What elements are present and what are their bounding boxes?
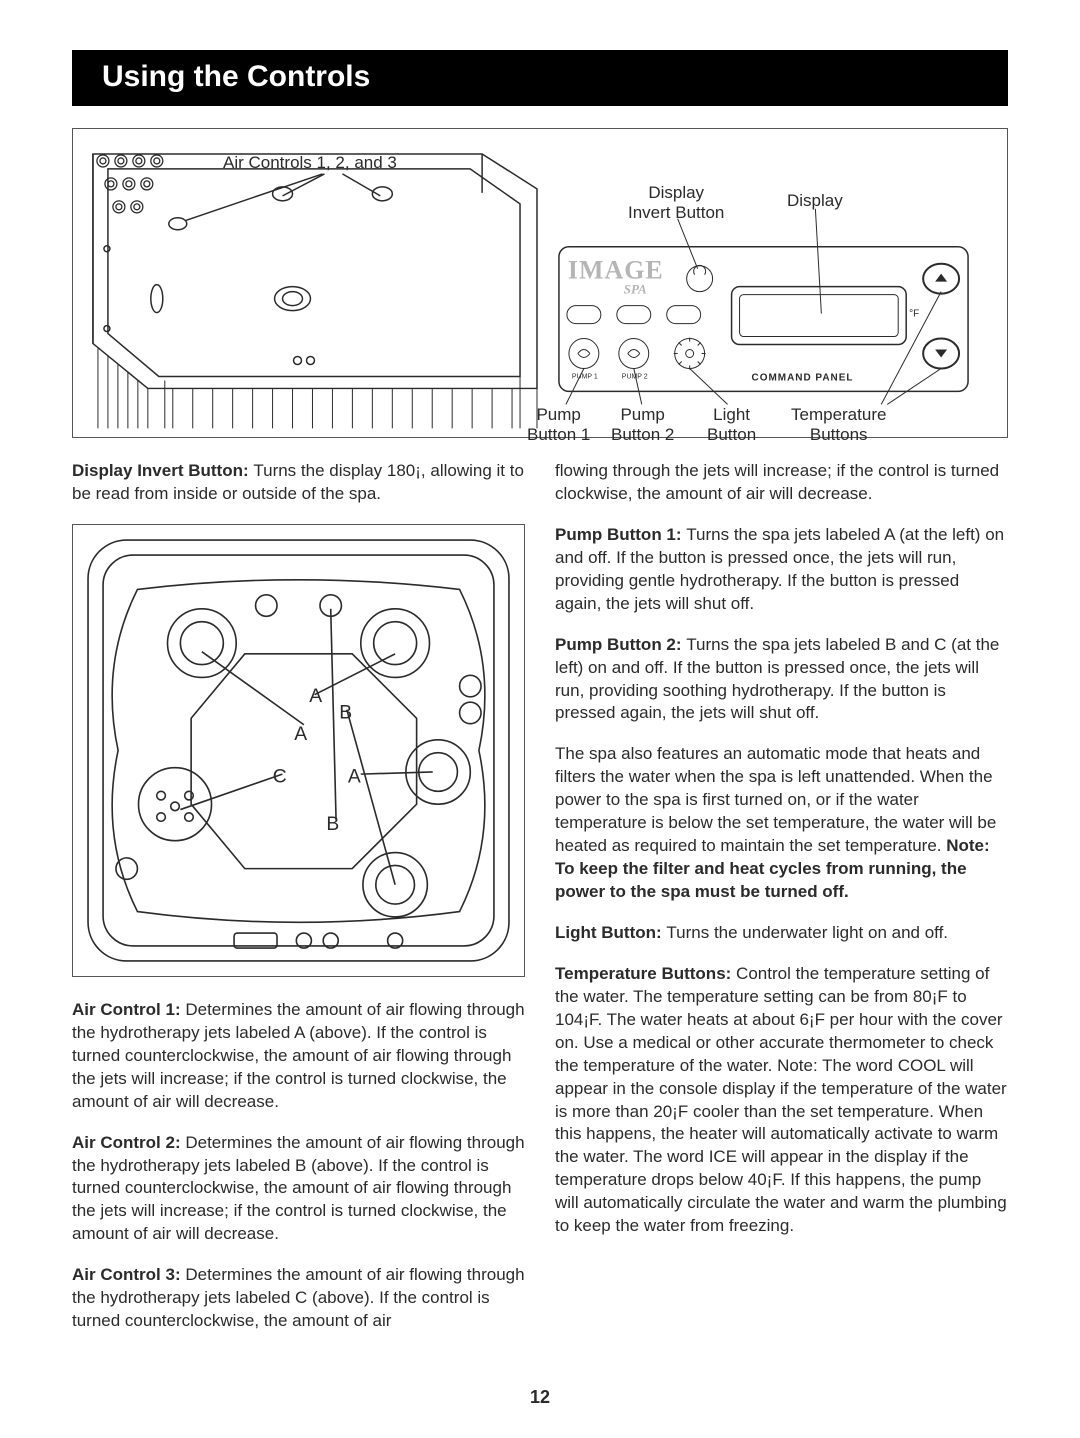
text-auto: The spa also features an automatic mode … [555,744,996,855]
jet-letter: A [348,767,361,788]
strong-pump2: Pump Button 2: [555,635,686,654]
strong-air1: Air Control 1: [72,1000,185,1019]
strong-display-invert: Display Invert Button: [72,461,253,480]
top-diagram: IMAGE SPA [72,128,1008,438]
svg-text:°F: °F [909,309,919,320]
para-cont: flowing through the jets will increase; … [555,460,1008,506]
label-display: Display [787,191,843,211]
para-auto: The spa also features an automatic mode … [555,743,1008,904]
label-air-controls: Air Controls 1, 2, and 3 [223,153,397,173]
text-temp: Control the temperature setting of the w… [555,964,1007,1235]
strong-air2: Air Control 2: [72,1133,185,1152]
jet-letter: C [273,767,287,788]
para-air3: Air Control 3: Determines the amount of … [72,1264,525,1333]
strong-air3: Air Control 3: [72,1265,185,1284]
jet-diagram: A B A C A B [72,524,525,977]
strong-temp: Temperature Buttons: [555,964,736,983]
strong-light: Light Button: [555,923,666,942]
left-column: Display Invert Button: Turns the display… [72,460,525,1351]
jet-letter: A [294,724,307,745]
para-light: Light Button: Turns the underwater light… [555,922,1008,945]
para-air2: Air Control 2: Determines the amount of … [72,1132,525,1247]
jet-letter: B [326,814,339,835]
section-title: Using the Controls [72,50,1008,106]
jet-letter: A [309,686,322,707]
svg-text:SPA: SPA [624,282,647,297]
strong-pump1: Pump Button 1: [555,525,686,544]
para-pump2: Pump Button 2: Turns the spa jets labele… [555,634,1008,726]
page-number: 12 [72,1387,1008,1408]
para-temp: Temperature Buttons: Control the tempera… [555,963,1008,1238]
body-columns: Display Invert Button: Turns the display… [72,460,1008,1351]
para-display-invert: Display Invert Button: Turns the display… [72,460,525,506]
label-pump2: Pump Button 2 [611,405,674,446]
para-pump1: Pump Button 1: Turns the spa jets labele… [555,524,1008,616]
svg-text:IMAGE: IMAGE [568,256,664,285]
svg-text:COMMAND PANEL: COMMAND PANEL [752,372,854,383]
jet-letter: B [339,702,352,723]
label-light: Light Button [707,405,756,446]
para-air1: Air Control 1: Determines the amount of … [72,999,525,1114]
label-display-invert: Display Invert Button [628,183,724,224]
label-temp: Temperature Buttons [791,405,886,446]
svg-text:PUMP 1: PUMP 1 [572,373,598,380]
text-light: Turns the underwater light on and off. [666,923,948,942]
right-column: flowing through the jets will increase; … [555,460,1008,1351]
label-pump1: Pump Button 1 [527,405,590,446]
